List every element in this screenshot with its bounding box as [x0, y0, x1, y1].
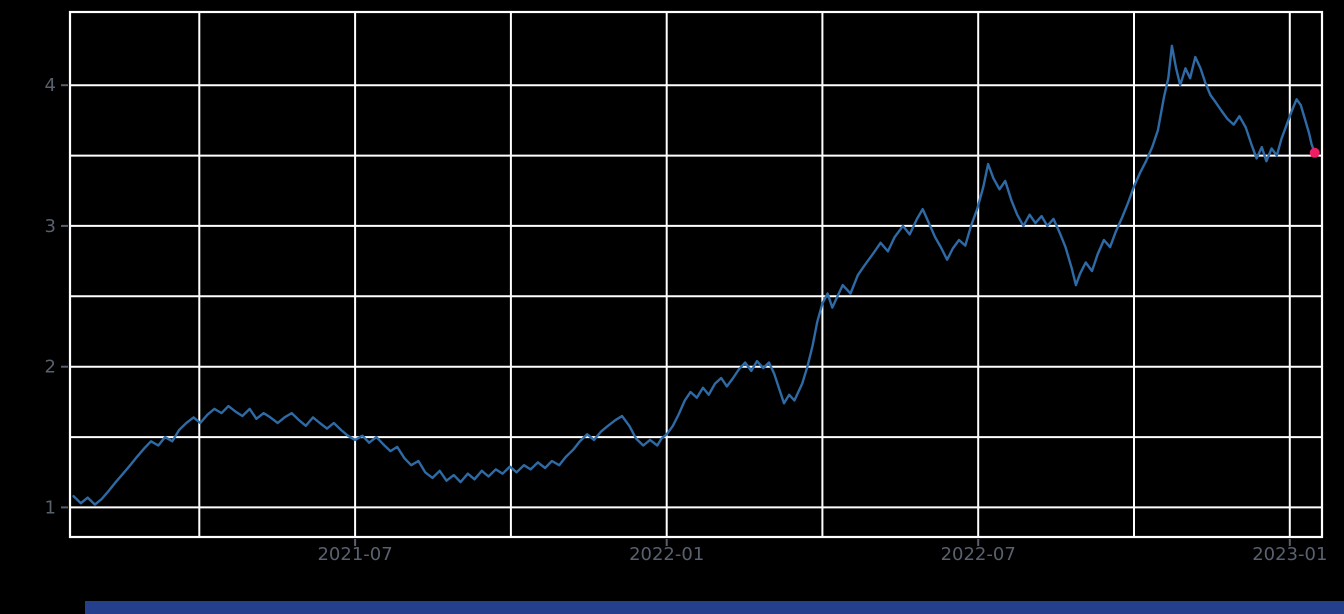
y-tick-label: 2: [45, 357, 56, 378]
y-tick-label: 1: [45, 497, 56, 518]
latest-point-marker: [1309, 147, 1320, 158]
plot-border: [68, 10, 1324, 539]
x-tick-label: 2022-01: [629, 544, 704, 565]
bottom-blue-strip: [85, 601, 1344, 614]
x-tick-label: 2023-01: [1252, 544, 1327, 565]
y-tick-label: 4: [45, 75, 56, 96]
x-tick-label: 2022-07: [941, 544, 1016, 565]
data-line: [72, 44, 1316, 506]
x-tick-label: 2021-07: [317, 544, 392, 565]
y-tick-label: 3: [45, 216, 56, 237]
